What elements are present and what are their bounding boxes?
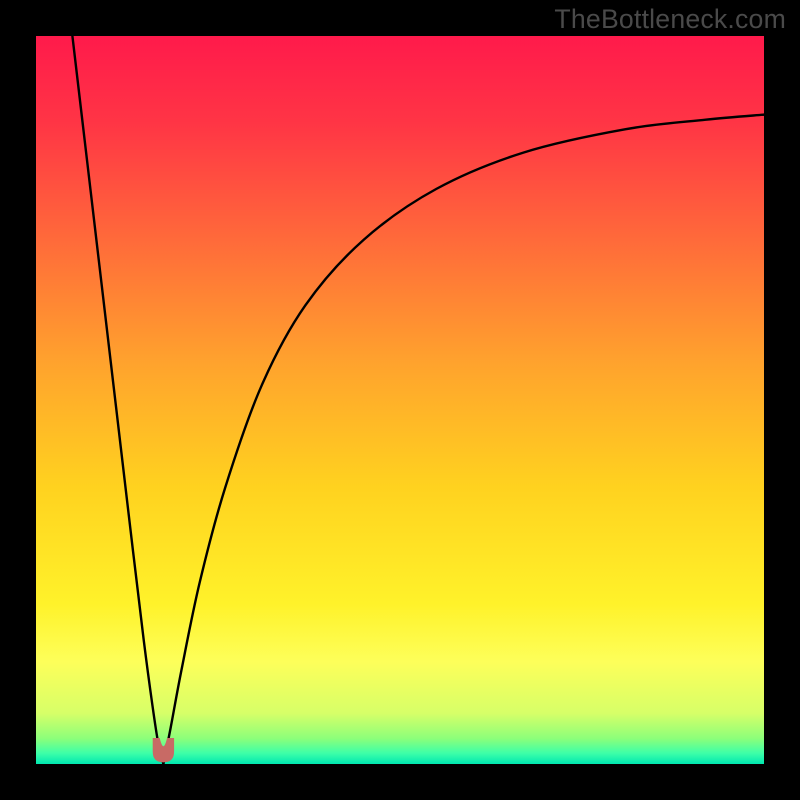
plot-area <box>36 36 764 764</box>
chart-svg <box>36 36 764 764</box>
watermark-text: TheBottleneck.com <box>554 4 786 35</box>
